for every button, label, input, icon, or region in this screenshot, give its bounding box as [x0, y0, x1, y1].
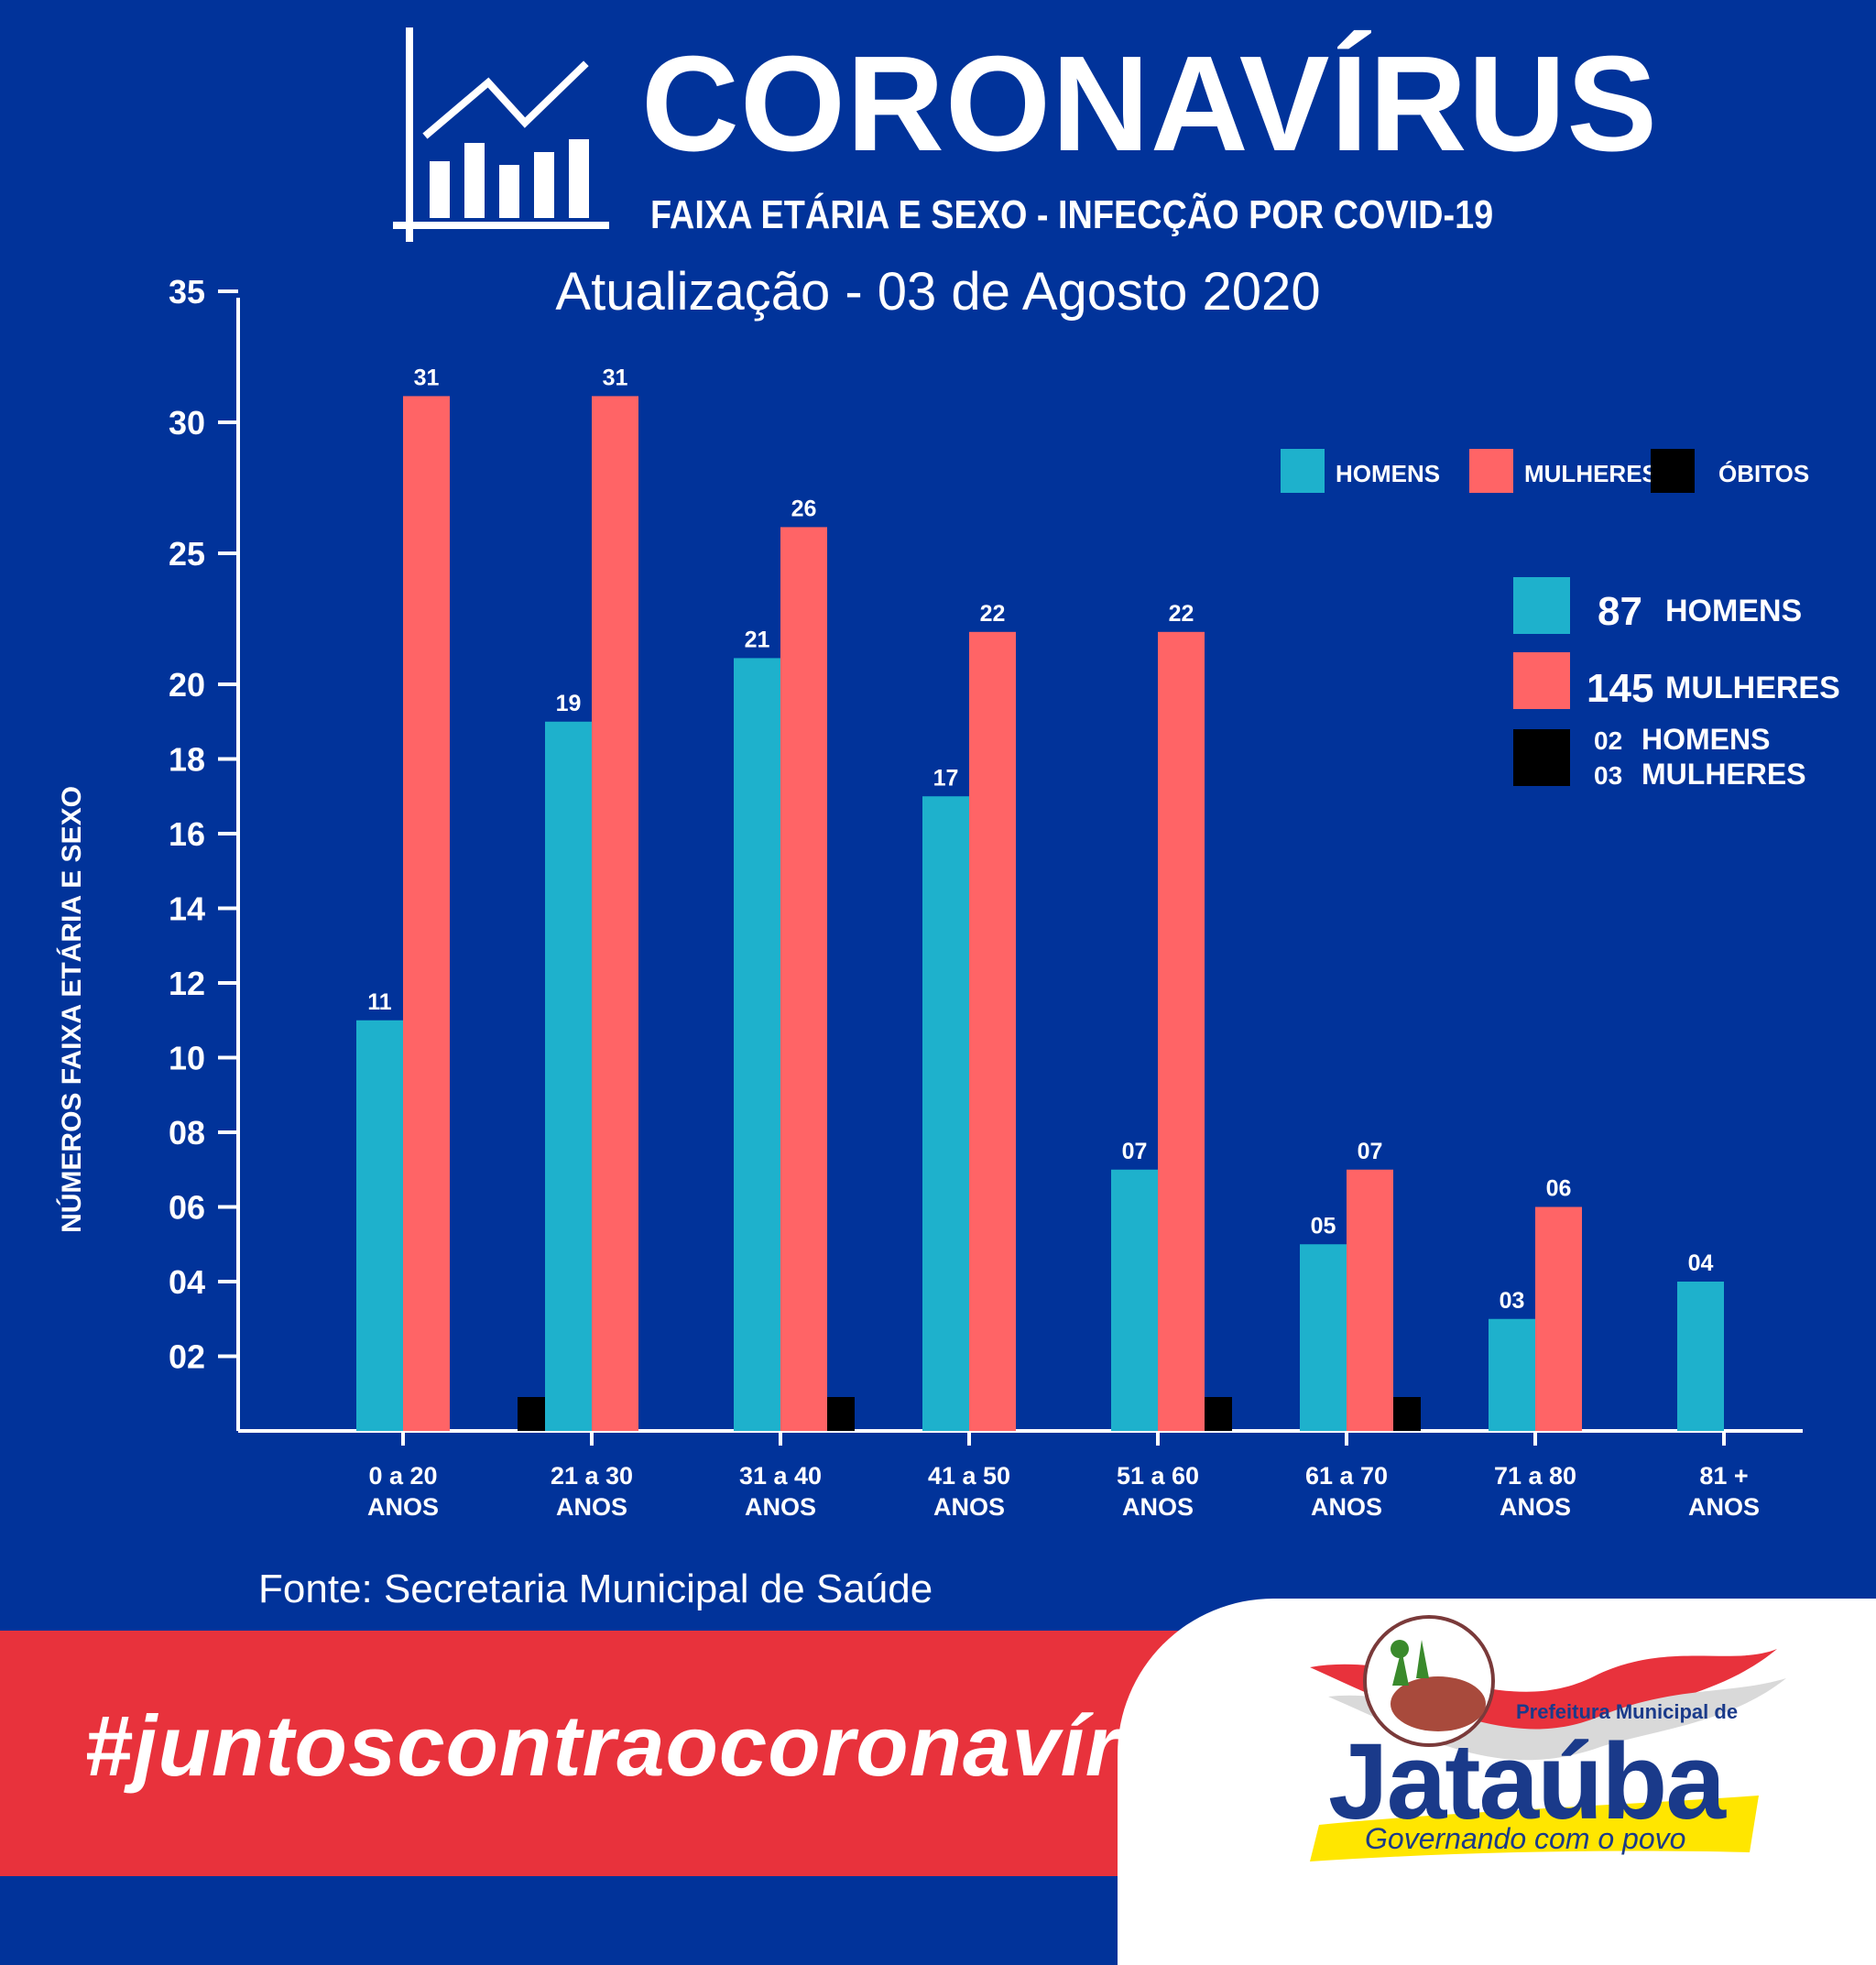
bar-obitos: [1393, 1397, 1421, 1431]
y-tick-label: 04: [169, 1263, 205, 1301]
y-axis-label: NÚMEROS FAIXA ETÁRIA E SEXO: [56, 786, 87, 1233]
legend-swatch-obitos: [1651, 449, 1695, 493]
y-tick-label: 12: [169, 965, 205, 1002]
x-tick-label: ANOS: [367, 1493, 439, 1521]
page-title: CORONAVÍRUS: [641, 28, 1659, 180]
x-tick-label: ANOS: [745, 1493, 816, 1521]
data-label-mulheres: 26: [791, 496, 817, 521]
x-tick-label: ANOS: [1688, 1493, 1760, 1521]
logo-prefix: Prefeitura Municipal de: [1516, 1700, 1738, 1723]
bar-mulheres: [969, 631, 1016, 1431]
chart-legend: HOMENS MULHERES ÓBITOS: [1281, 449, 1809, 493]
x-tick-label: ANOS: [1311, 1493, 1382, 1521]
bar-mulheres: [1158, 631, 1205, 1431]
y-tick-label: 30: [169, 404, 205, 442]
totals-swatch-homens: [1513, 577, 1570, 634]
deaths-homens-count: 02: [1594, 726, 1622, 755]
bar-mulheres: [1347, 1169, 1393, 1431]
y-tick-label: 10: [169, 1040, 205, 1077]
legend-swatch-mulheres: [1469, 449, 1513, 493]
page-subtitle: FAIXA ETÁRIA E SEXO - INFECÇÃO POR COVID…: [650, 192, 1494, 237]
bar-mulheres: [403, 396, 450, 1431]
x-tick-label: ANOS: [1122, 1493, 1194, 1521]
y-tick-label: 08: [169, 1114, 205, 1152]
data-label-mulheres: 31: [414, 365, 440, 390]
y-tick-label: 35: [169, 273, 205, 311]
y-tick-label: 20: [169, 666, 205, 704]
legend-label-mulheres: MULHERES: [1524, 460, 1658, 487]
bar-mulheres: [592, 396, 638, 1431]
data-label-homens: 17: [933, 765, 959, 791]
data-label-mulheres: 22: [980, 601, 1006, 627]
data-label-mulheres: 22: [1169, 601, 1194, 627]
legend-swatch-homens: [1281, 449, 1325, 493]
total-mulheres-label: MULHERES: [1665, 671, 1840, 705]
bar-mulheres: [780, 527, 827, 1431]
data-label-mulheres: 31: [603, 365, 628, 390]
data-source: Fonte: Secretaria Municipal de Saúde: [258, 1567, 933, 1611]
data-label-mulheres: 07: [1358, 1139, 1383, 1164]
x-tick-label: ANOS: [556, 1493, 627, 1521]
totals-panel: 87 HOMENS 145 MULHERES 02 HOMENS 03 MULH…: [1513, 577, 1840, 791]
y-tick-label: 02: [169, 1338, 205, 1376]
data-label-mulheres: 06: [1546, 1176, 1572, 1202]
y-tick-label: 18: [169, 741, 205, 779]
x-tick-label: 41 a 50: [928, 1462, 1010, 1490]
x-tick-label: ANOS: [1500, 1493, 1571, 1521]
data-label-homens: 05: [1311, 1213, 1336, 1239]
x-tick-label: 81 +: [1699, 1462, 1748, 1490]
bar-obitos: [1205, 1397, 1232, 1431]
data-label-homens: 21: [745, 627, 770, 652]
y-tick-label: 16: [169, 815, 205, 853]
y-tick-label: 14: [169, 890, 205, 928]
bar-mulheres: [1535, 1206, 1582, 1431]
update-date: Atualização - 03 de Agosto 2020: [555, 262, 1321, 322]
totals-swatch-mulheres: [1513, 652, 1570, 709]
hashtag-banner: [0, 1631, 1227, 1876]
bar-homens: [1300, 1244, 1347, 1431]
bar-homens: [356, 1020, 403, 1431]
x-tick-label: 21 a 30: [551, 1462, 633, 1490]
legend-label-obitos: ÓBITOS: [1718, 460, 1809, 487]
data-label-homens: 19: [556, 691, 582, 716]
logo-slogan: Governando com o povo: [1365, 1822, 1685, 1855]
x-tick-label: 71 a 80: [1494, 1462, 1576, 1490]
x-tick-label: ANOS: [933, 1493, 1005, 1521]
municipal-logo: Prefeitura Municipal de Jataúba Governan…: [1310, 1615, 1786, 1861]
data-label-homens: 04: [1688, 1250, 1714, 1276]
legend-label-homens: HOMENS: [1336, 460, 1440, 487]
hashtag-text: #juntoscontraocoronavírus: [84, 1698, 1222, 1794]
x-tick-label: 0 a 20: [368, 1462, 437, 1490]
bar-homens: [1677, 1282, 1724, 1431]
bar-homens: [734, 658, 780, 1431]
bar-homens: [1489, 1318, 1535, 1431]
bar-chart: 02 04 06 08 10 12 14 16 18 20 25 30 35 0 a 20 ANOS 11 3…: [56, 273, 1803, 1521]
total-homens-count: 87: [1598, 589, 1642, 634]
total-homens-label: HOMENS: [1665, 594, 1802, 628]
bar-homens: [922, 796, 969, 1431]
total-mulheres-count: 145: [1587, 666, 1653, 711]
bar-obitos: [827, 1397, 855, 1431]
deaths-mulheres-label: MULHERES: [1642, 758, 1806, 791]
x-tick-label: 31 a 40: [739, 1462, 822, 1490]
data-label-homens: 07: [1122, 1139, 1148, 1164]
y-tick-label: 06: [169, 1189, 205, 1227]
totals-swatch-obitos: [1513, 729, 1570, 786]
bar-homens: [1111, 1169, 1158, 1431]
y-tick-label: 25: [169, 535, 205, 573]
data-label-homens: 11: [367, 989, 392, 1015]
x-tick-label: 61 a 70: [1305, 1462, 1388, 1490]
logo-name: Jataúba: [1328, 1721, 1727, 1842]
data-label-homens: 03: [1500, 1288, 1525, 1314]
line-chart-icon: [393, 27, 609, 242]
bar-obitos: [518, 1397, 545, 1431]
bar-homens: [545, 721, 592, 1431]
deaths-mulheres-count: 03: [1594, 761, 1622, 790]
x-tick-label: 51 a 60: [1117, 1462, 1199, 1490]
deaths-homens-label: HOMENS: [1642, 723, 1770, 756]
